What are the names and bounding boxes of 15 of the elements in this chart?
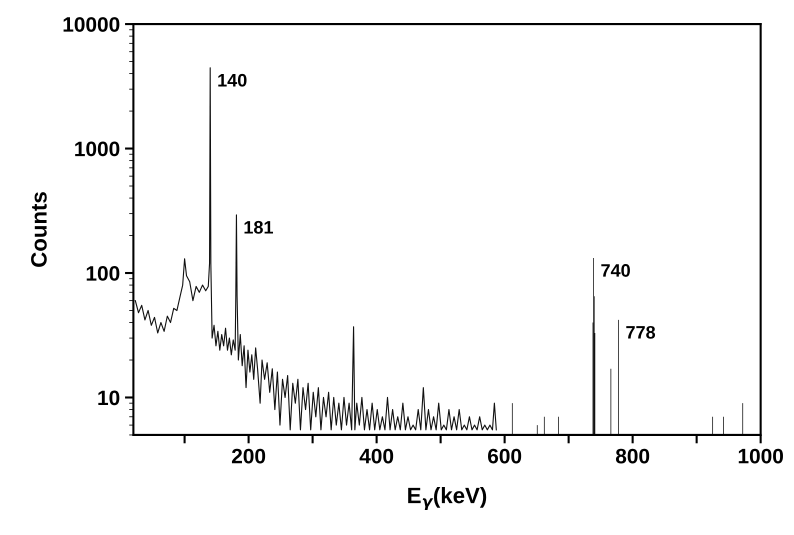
y-axis-title: Counts	[31, 192, 47, 267]
annotation: 740	[601, 264, 630, 277]
x-tick-label: 600	[488, 448, 522, 464]
y-tick-label: 10000	[64, 17, 120, 32]
y-tick-label: 1000	[75, 142, 120, 156]
x-tick-label: 200	[232, 448, 266, 464]
annotation: 181	[244, 220, 274, 234]
x-axis-title: E$_{γ}$(keV)	[408, 487, 486, 510]
x-tick-label: 800	[616, 448, 650, 464]
annotation: 778	[626, 326, 656, 339]
y-tick-label: 10	[98, 390, 120, 406]
x-tick-label: 400	[360, 448, 394, 464]
annotation: 140	[218, 74, 247, 87]
y-tick-label: 100	[86, 266, 120, 281]
x-tick-label: 1000	[738, 448, 783, 464]
